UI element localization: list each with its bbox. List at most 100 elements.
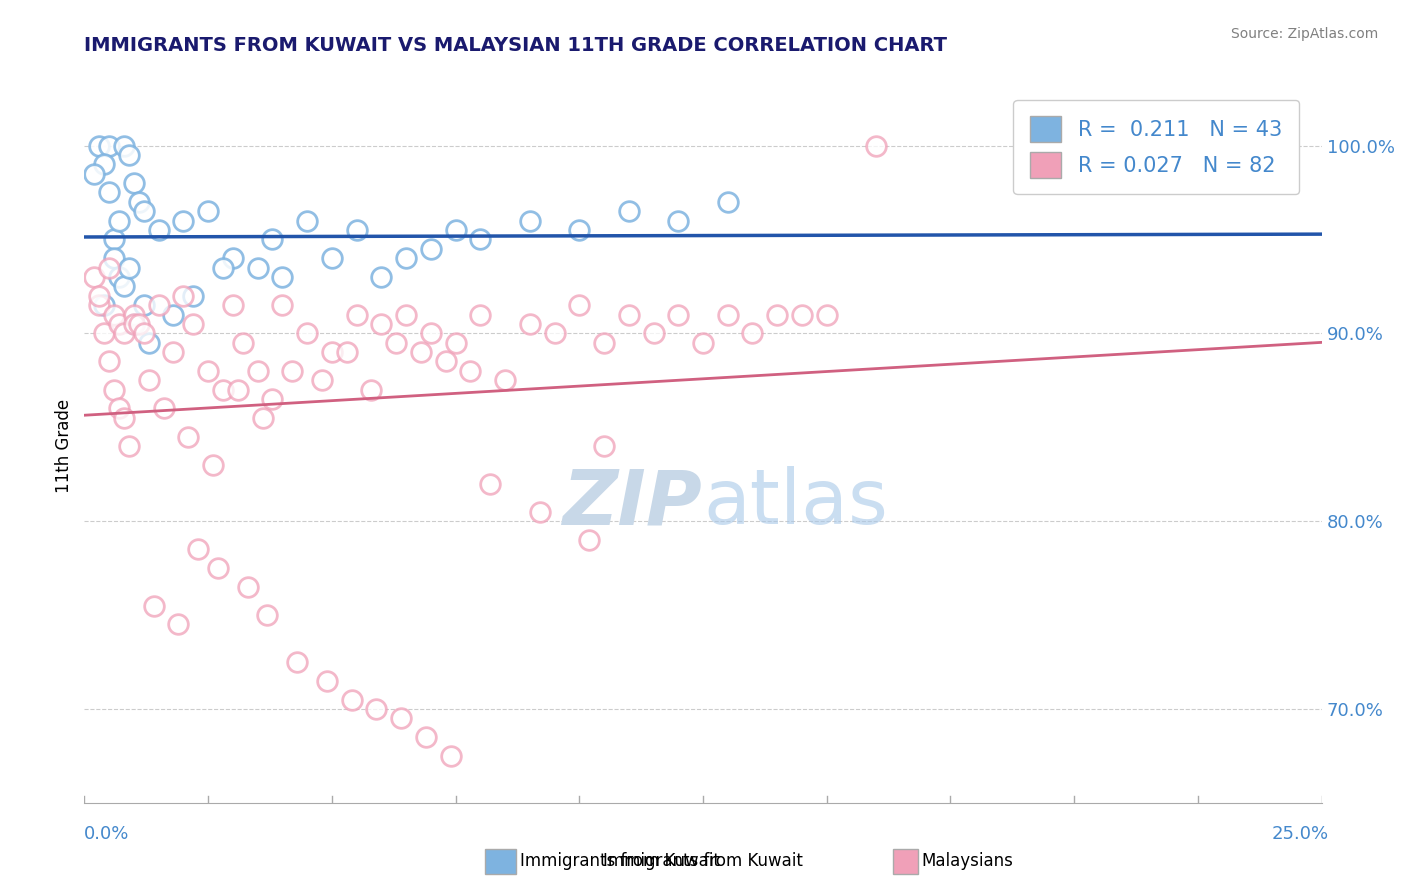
Point — [172, 289, 194, 303]
Point — [470, 232, 492, 246]
Point — [395, 251, 418, 265]
Point — [617, 308, 640, 322]
Point — [232, 335, 254, 350]
Point — [741, 326, 763, 341]
Text: Source: ZipAtlas.com: Source: ZipAtlas.com — [1230, 27, 1378, 41]
Point — [340, 692, 363, 706]
Point — [89, 138, 111, 153]
Text: Immigrants from Kuwait: Immigrants from Kuwait — [603, 852, 803, 870]
Point — [197, 204, 219, 219]
Point — [197, 364, 219, 378]
Point — [246, 260, 269, 275]
Point — [103, 251, 125, 265]
Point — [460, 364, 482, 378]
Point — [370, 317, 392, 331]
Point — [112, 138, 135, 153]
Point — [167, 617, 190, 632]
Point — [83, 270, 105, 285]
Point — [246, 364, 269, 378]
Point — [568, 298, 591, 312]
Point — [108, 270, 131, 285]
Point — [370, 270, 392, 285]
Point — [222, 251, 245, 265]
Point — [118, 148, 141, 162]
Point — [152, 401, 174, 416]
Point — [118, 439, 141, 453]
Point — [321, 345, 343, 359]
Y-axis label: 11th Grade: 11th Grade — [55, 399, 73, 493]
Point — [346, 308, 368, 322]
Point — [543, 326, 565, 341]
Point — [593, 439, 616, 453]
Point — [666, 213, 689, 227]
Point — [419, 242, 441, 256]
Point — [98, 186, 121, 200]
Point — [162, 345, 184, 359]
Point — [617, 204, 640, 219]
Point — [415, 730, 437, 744]
Point — [172, 213, 194, 227]
Legend: R =  0.211   N = 43, R = 0.027   N = 82: R = 0.211 N = 43, R = 0.027 N = 82 — [1014, 100, 1299, 194]
Point — [98, 354, 121, 368]
Point — [479, 476, 502, 491]
Point — [470, 308, 492, 322]
Point — [132, 204, 155, 219]
Point — [766, 308, 789, 322]
Point — [865, 138, 887, 153]
Point — [108, 401, 131, 416]
Point — [281, 364, 304, 378]
Point — [93, 157, 115, 171]
Point — [207, 561, 229, 575]
Point — [692, 335, 714, 350]
Point — [132, 326, 155, 341]
Point — [321, 251, 343, 265]
Point — [409, 345, 432, 359]
Point — [122, 176, 145, 190]
Point — [181, 317, 204, 331]
Point — [295, 326, 318, 341]
Point — [366, 702, 388, 716]
Point — [108, 317, 131, 331]
Point — [311, 373, 333, 387]
Point — [434, 354, 457, 368]
Point — [519, 317, 541, 331]
Point — [529, 505, 551, 519]
Point — [395, 308, 418, 322]
Point — [494, 373, 516, 387]
Point — [295, 213, 318, 227]
Point — [93, 326, 115, 341]
Point — [103, 383, 125, 397]
Point — [717, 194, 740, 209]
Point — [236, 580, 259, 594]
Point — [666, 308, 689, 322]
Point — [148, 223, 170, 237]
Point — [212, 383, 235, 397]
Point — [444, 335, 467, 350]
Point — [419, 326, 441, 341]
Point — [315, 673, 337, 688]
Point — [271, 270, 294, 285]
Point — [98, 260, 121, 275]
Point — [568, 223, 591, 237]
Text: 25.0%: 25.0% — [1271, 825, 1329, 843]
Point — [177, 429, 200, 443]
Point — [226, 383, 249, 397]
Point — [593, 335, 616, 350]
Point — [103, 232, 125, 246]
Point — [122, 308, 145, 322]
Point — [148, 298, 170, 312]
Point — [122, 317, 145, 331]
Point — [643, 326, 665, 341]
Point — [212, 260, 235, 275]
Point — [389, 711, 412, 725]
Point — [187, 542, 209, 557]
Point — [142, 599, 165, 613]
Point — [346, 223, 368, 237]
Point — [112, 279, 135, 293]
Point — [717, 308, 740, 322]
Point — [256, 607, 278, 622]
Point — [439, 748, 461, 763]
Point — [578, 533, 600, 547]
Point — [202, 458, 225, 472]
Point — [519, 213, 541, 227]
